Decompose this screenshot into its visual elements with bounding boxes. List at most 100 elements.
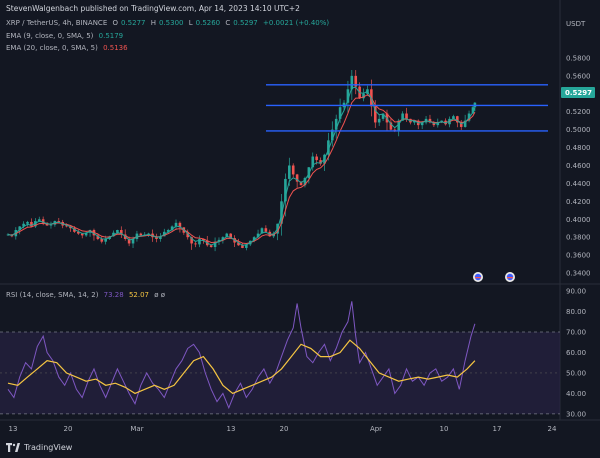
candle-body	[186, 232, 190, 238]
candle-body	[354, 75, 358, 87]
candle-body	[139, 233, 143, 236]
candle-body	[413, 120, 416, 123]
ohlc-legend: XRP / TetherUS, 4h, BINANCE O 0.5277 H 0.5…	[6, 19, 330, 27]
rsi-tick-label: 90.00	[566, 288, 586, 296]
candle-body	[159, 236, 162, 239]
time-tick-label: Apr	[370, 425, 382, 433]
time-tick-label: 17	[493, 425, 502, 433]
rsi-ma-line	[7, 339, 476, 395]
candle-body	[299, 181, 303, 186]
symbol-title[interactable]: XRP / TetherUS, 4h, BINANCE	[6, 19, 108, 27]
tradingview-logo-icon	[6, 443, 20, 452]
candle-body	[346, 89, 350, 103]
candle-body	[319, 160, 322, 164]
candle-body	[381, 113, 385, 119]
rsi-tick-label: 40.00	[566, 390, 586, 398]
high-value: 0.5300	[159, 19, 184, 27]
last-price-label: 0.5297	[561, 87, 595, 98]
event-marker-us-flag[interactable]	[473, 272, 483, 282]
candle-body	[127, 238, 131, 244]
candle-body	[428, 118, 432, 123]
candle-body	[405, 113, 408, 119]
horizontal-levels[interactable]	[266, 84, 548, 132]
candle-body	[213, 241, 217, 248]
candle-body	[311, 156, 315, 168]
candle-body	[264, 228, 268, 232]
event-marker-us-flag[interactable]	[505, 272, 515, 282]
brand-name: TradingView	[24, 443, 73, 452]
candle-body	[73, 228, 76, 232]
candle-body	[327, 140, 330, 155]
candle-body	[334, 118, 338, 130]
rsi-tick-label: 80.00	[566, 308, 586, 316]
candle-body	[284, 178, 287, 202]
time-tick-label: 20	[280, 425, 289, 433]
candle-body	[229, 233, 233, 239]
low-value: 0.5260	[195, 19, 221, 27]
price-axis-ticks[interactable]: 0.58000.56000.54000.52000.50000.48000.46…	[566, 54, 591, 277]
candle-body	[377, 118, 381, 123]
close-value: 0.5297	[233, 19, 258, 27]
rsi-tick-label: 50.00	[566, 369, 586, 377]
candle-body	[166, 230, 170, 232]
candle-body	[49, 224, 53, 226]
ema20-legend[interactable]: EMA (20, close, 0, SMA, 5) 0.5136	[6, 44, 128, 52]
candle-body	[112, 232, 115, 237]
ema20-line	[7, 94, 476, 245]
publisher-line: StevenWalgenbach published on TradingVie…	[6, 4, 300, 13]
last-price-text: 0.5297	[565, 89, 592, 97]
candle-body	[237, 242, 240, 246]
candle-body	[452, 116, 455, 119]
candle-body	[315, 156, 318, 161]
footer-brand[interactable]: TradingView	[6, 443, 72, 452]
candle-body	[260, 228, 264, 234]
candle-body	[209, 245, 213, 248]
candle-body	[225, 233, 229, 238]
price-tick-label: 0.3600	[566, 252, 591, 260]
candle-body	[77, 231, 80, 234]
price-tick-label: 0.4600	[566, 162, 591, 170]
candle-body	[241, 245, 244, 248]
candle-body	[198, 238, 201, 245]
candle-body	[401, 113, 404, 121]
candle-body	[303, 178, 307, 186]
candle-body	[463, 120, 467, 127]
time-axis-ticks[interactable]: 13 20 Mar 13 20 Apr 10 17 24	[9, 425, 557, 433]
candle-body	[30, 221, 33, 227]
candle-body	[178, 222, 182, 228]
candle-body	[456, 116, 459, 123]
price-tick-label: 0.5200	[566, 108, 591, 116]
rsi-line	[7, 301, 476, 410]
candle-body	[84, 232, 88, 236]
price-pane[interactable]	[0, 0, 560, 284]
ema9-legend[interactable]: EMA (9, close, 0, SMA, 5) 0.5179	[6, 32, 124, 40]
ema20-value: 0.5136	[103, 44, 128, 52]
ema9-line	[7, 86, 476, 246]
candle-body	[420, 122, 424, 126]
candle-body	[100, 238, 104, 242]
candle-body	[245, 244, 248, 248]
candle-body	[252, 237, 256, 241]
candle-body	[170, 226, 174, 231]
candle-body	[288, 165, 291, 179]
rsi-tick-label: 70.00	[566, 329, 586, 337]
rsi-legend[interactable]: RSI (14, close, SMA, 14, 2) 73.28 52.07 …	[6, 291, 166, 299]
candle-body	[18, 226, 22, 231]
price-tick-label: 0.4000	[566, 216, 591, 224]
price-tick-label: 0.5000	[566, 126, 591, 134]
rsi-value: 73.28	[103, 291, 124, 299]
candle-body	[350, 75, 354, 90]
rsi-axis-ticks[interactable]: 90.00 80.00 70.00 60.00 50.00 40.00 30.00	[566, 288, 586, 419]
candle-body	[389, 122, 393, 130]
candle-body	[80, 233, 84, 236]
rsi-tick-label: 60.00	[566, 349, 586, 357]
price-tick-label: 0.5800	[566, 54, 591, 62]
candle-body	[116, 230, 119, 233]
change-value: +0.0021 (+0.40%)	[263, 19, 330, 27]
candle-body	[155, 237, 158, 239]
candle-body	[221, 237, 225, 240]
price-tick-label: 0.3400	[566, 270, 591, 278]
ema9-value: 0.5179	[98, 32, 124, 40]
